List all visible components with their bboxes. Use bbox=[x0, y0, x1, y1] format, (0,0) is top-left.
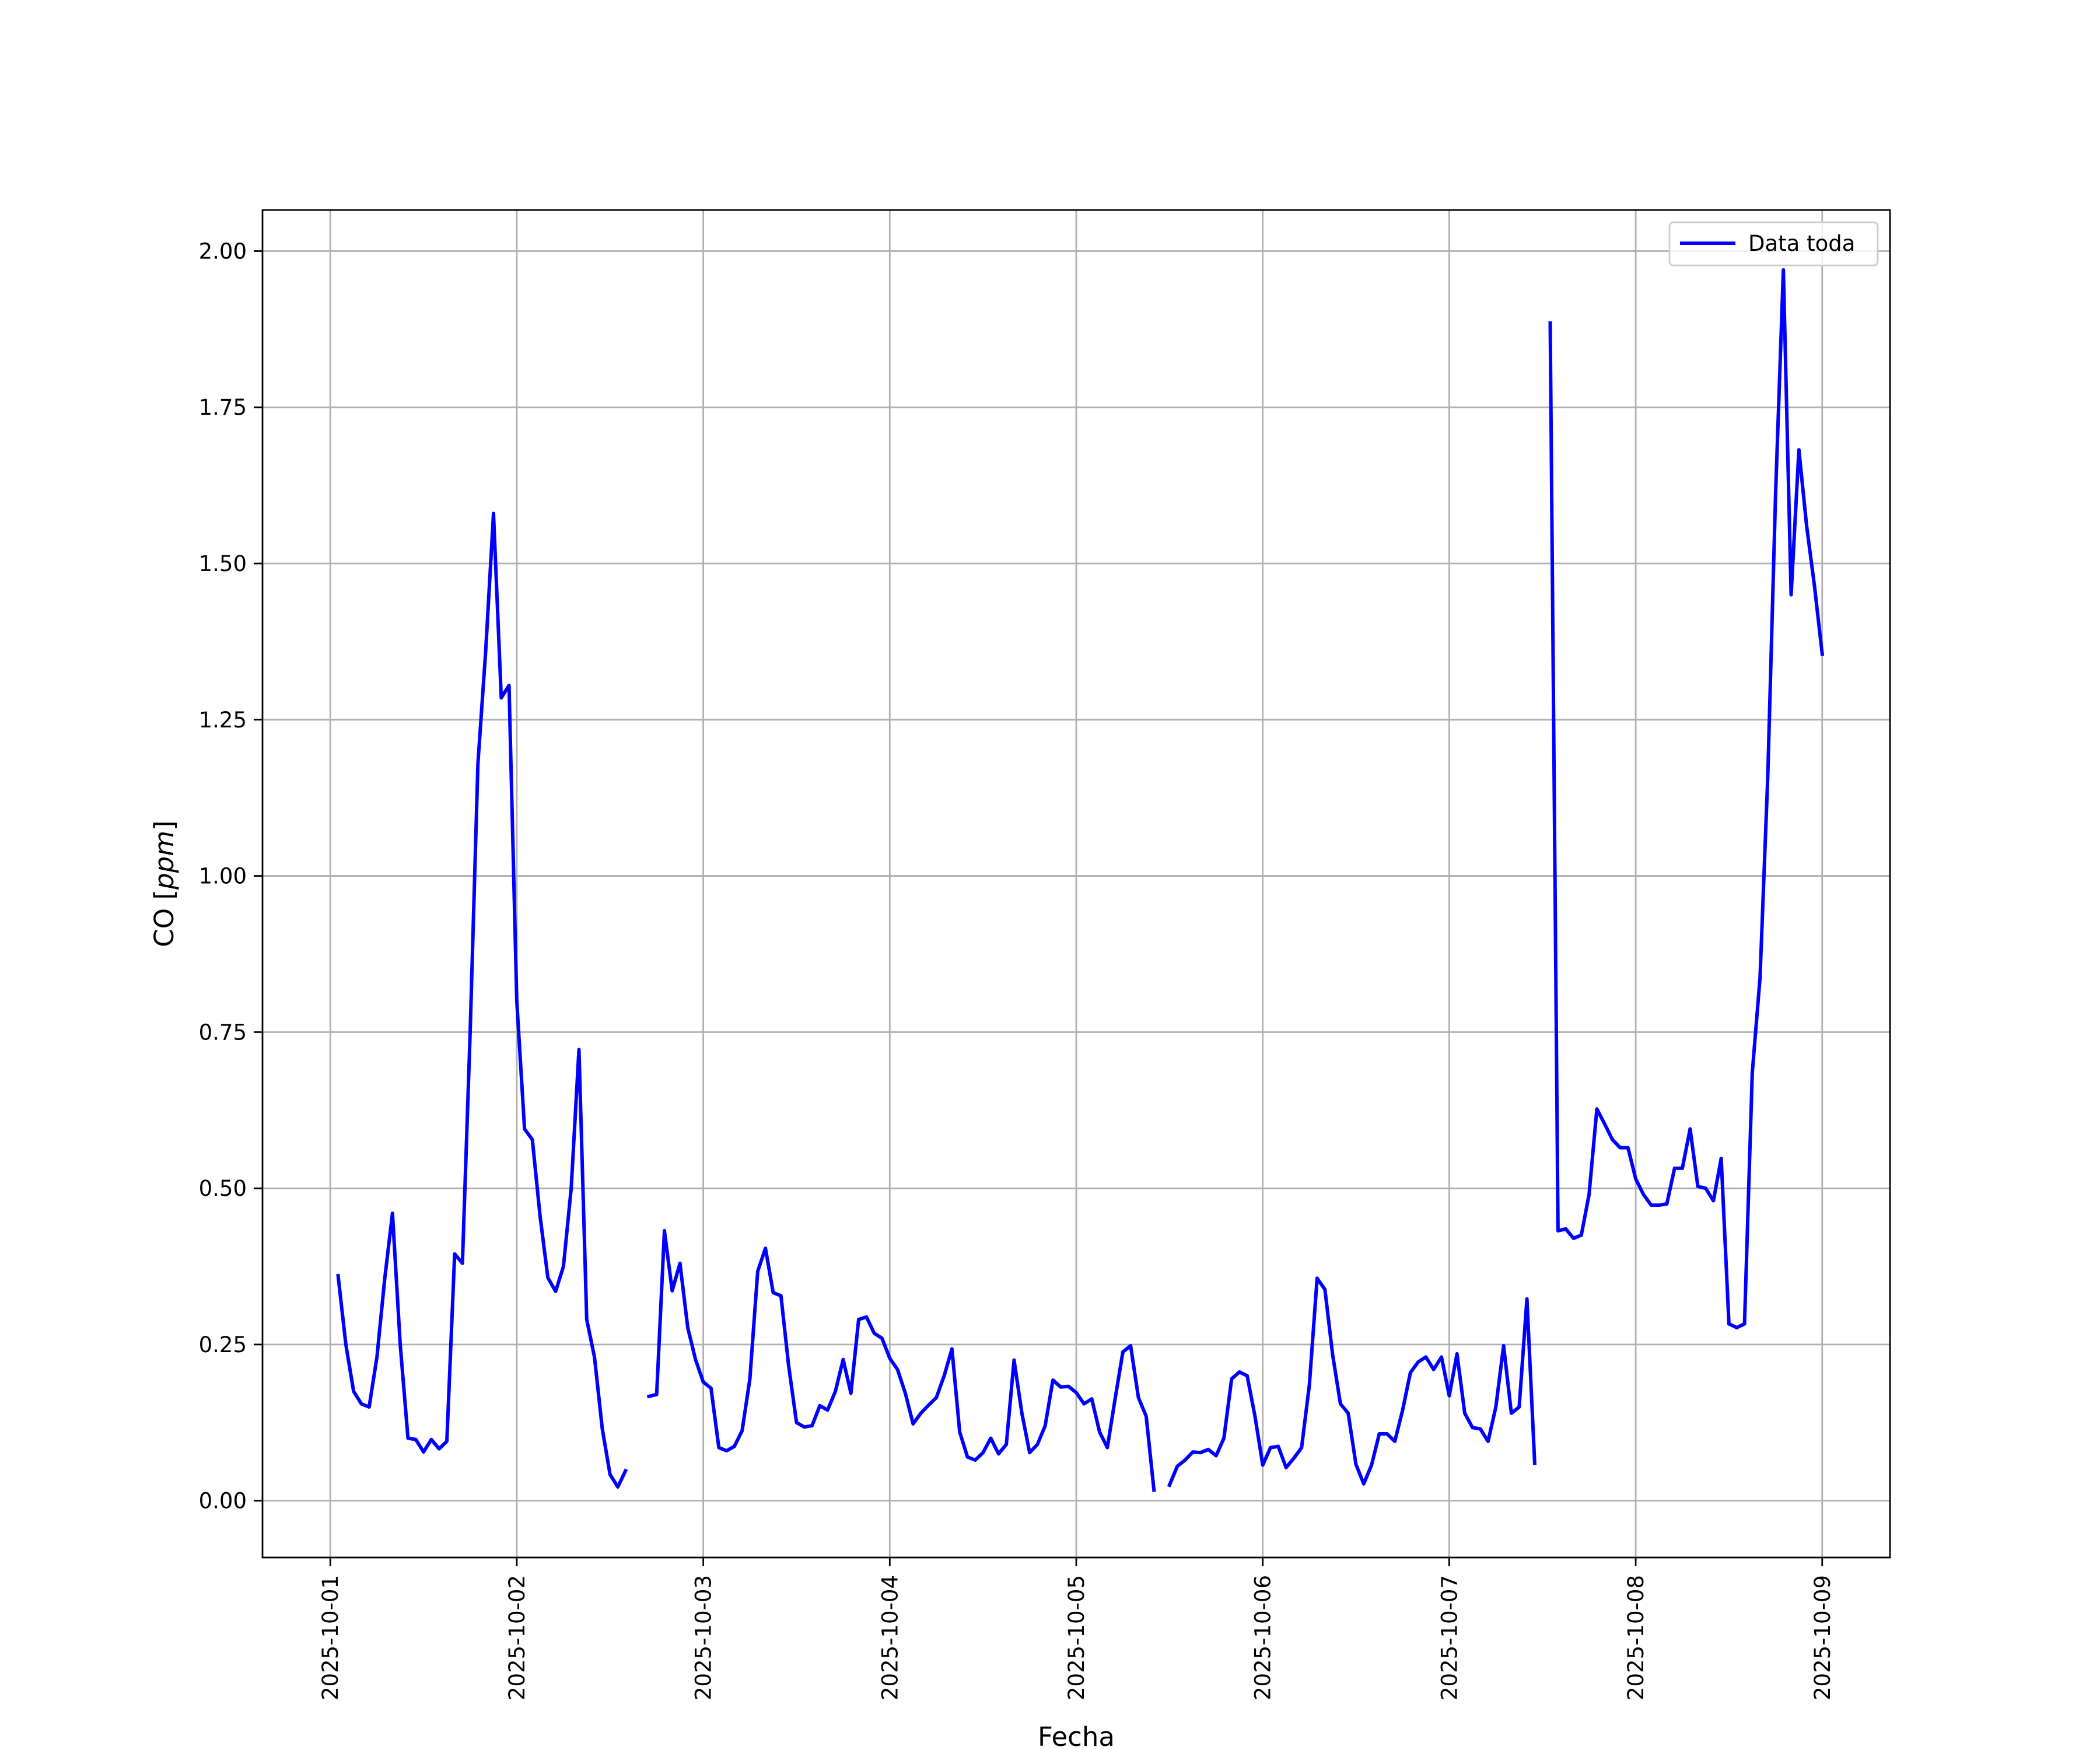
y-axis-label-unit: ppm bbox=[149, 831, 180, 890]
x-tick-label: 2025-10-06 bbox=[1251, 1575, 1276, 1700]
legend-label-data-toda: Data toda bbox=[1748, 231, 1855, 256]
x-tick-label: 2025-10-09 bbox=[1810, 1575, 1835, 1700]
x-tick-label: 2025-10-02 bbox=[505, 1575, 530, 1700]
y-tick-label: 0.75 bbox=[199, 1020, 247, 1045]
x-tick-label: 2025-10-04 bbox=[877, 1575, 902, 1700]
legend-box bbox=[1668, 221, 1879, 267]
y-tick-label: 0.25 bbox=[199, 1332, 247, 1357]
x-tick-label: 2025-10-01 bbox=[318, 1575, 343, 1700]
x-tick-label: 2025-10-08 bbox=[1623, 1575, 1648, 1700]
y-tick-label: 1.50 bbox=[199, 551, 247, 576]
x-axis: 2025-10-01 2025-10-02 2025-10-03 2025-10-04… bbox=[318, 1558, 1835, 1700]
y-tick-label: 1.00 bbox=[199, 864, 247, 889]
x-tick-label: 2025-10-05 bbox=[1064, 1575, 1089, 1700]
y-tick-label: 2.00 bbox=[199, 239, 247, 264]
y-tick-label: 1.25 bbox=[199, 708, 247, 733]
series-line-data-toda bbox=[646, 1228, 1156, 1492]
series-layer bbox=[336, 268, 1825, 1492]
x-tick-label: 2025-10-03 bbox=[691, 1575, 716, 1700]
series-line-data-toda bbox=[1167, 1276, 1537, 1488]
y-tick-label: 0.50 bbox=[199, 1176, 247, 1201]
series-line-data-toda bbox=[336, 512, 628, 1489]
x-tick-label: 2025-10-07 bbox=[1437, 1575, 1462, 1700]
y-tick-label: 1.75 bbox=[199, 395, 247, 420]
series-line-data-toda bbox=[1548, 268, 1825, 1329]
y-tick-label: 0.00 bbox=[199, 1489, 247, 1514]
y-axis: 0.00 0.25 0.50 0.75 1.00 1.25 1.50 1.75 2.00 bbox=[199, 239, 262, 1514]
y-axis-label-prefix: CO [ bbox=[149, 890, 180, 947]
grid bbox=[262, 210, 1890, 1558]
y-axis-label: CO [ppm] bbox=[149, 820, 180, 947]
x-axis-label: Fecha bbox=[1038, 1721, 1115, 1750]
legend: Data toda bbox=[1668, 221, 1879, 267]
y-axis-label-suffix: ] bbox=[149, 820, 180, 831]
